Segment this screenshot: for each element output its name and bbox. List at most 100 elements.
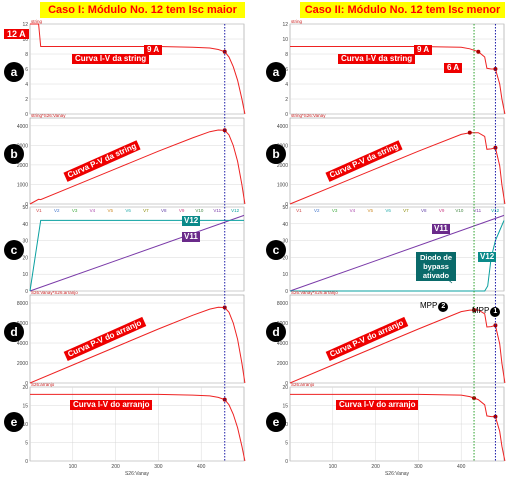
ytick-left-c-5: 50 [22,205,28,211]
xtick-left-e-3: 400 [197,464,206,470]
title-case-2: Caso II: Módulo No. 12 tem Isc menor [300,2,505,18]
series-v12-left-c [29,219,244,292]
mpp-2-text: MPP [420,301,438,310]
ytick-right-b-0: 0 [285,202,288,208]
ytick-left-d-3: 6000 [17,321,28,327]
xtick-left-e-2: 300 [154,464,163,470]
xlabel-left-e: S26:Vanay [125,471,150,477]
ytick-left-a-0: 0 [25,112,28,118]
vlabel-left-c-1: V2 [54,208,60,213]
ytick-left-b-2: 2000 [17,163,28,169]
series-v11-left-c [29,214,245,292]
marker-right-e-0 [472,396,477,401]
curve-title-left-e: Curva I-V do arranjo [70,400,153,410]
vlabel-right-c-0: V1 [296,208,302,213]
axis-label-left-d: S26:Vanay*S26:arranjo [31,290,78,295]
ytick-right-a-6: 12 [282,22,288,28]
xtick-right-e-0: 100 [329,464,338,470]
ytick-right-d-4: 8000 [277,301,288,307]
tag-right-6a: 6 A [444,63,463,73]
panel-label-right-a: a [266,62,286,82]
ytick-left-c-0: 0 [25,289,28,295]
mpp-2-label: MPP 2 [420,301,449,312]
ytick-left-b-3: 3000 [17,143,28,149]
xlabel-right-e: S26:Vanay [385,471,410,477]
marker-right-a-0 [476,49,481,54]
ytick-right-b-2: 2000 [277,163,288,169]
vlabel-left-c-9: V10 [195,208,204,213]
vlabel-right-c-7: V8 [421,208,427,213]
vlabel-right-c-5: V6 [385,208,391,213]
curve-title-right-a: Curva I-V da string [338,54,416,64]
ytick-left-d-4: 8000 [17,301,28,307]
ytick-right-a-1: 2 [285,97,288,103]
curve-title-left-a: Curva I-V da string [72,54,150,64]
tag-right-9a: 9 A [414,45,433,55]
ytick-left-a-1: 2 [25,97,28,103]
axis-label-left-a: string [31,19,43,24]
marker-right-b-0 [467,130,472,135]
tag-left-v12: V12 [182,216,201,226]
ytick-right-a-2: 4 [285,82,288,88]
ytick-left-e-2: 10 [22,422,28,428]
ytick-right-b-4: 4000 [277,124,288,130]
curve-right-b [289,132,506,205]
ytick-left-d-1: 2000 [17,361,28,367]
mpp-1-number: 1 [490,307,501,317]
curve-left-e [30,393,246,462]
plot-frame-left-c [29,206,245,292]
vlabel-right-c-8: V9 [439,208,445,213]
panel-label-right-e: e [266,412,286,432]
ytick-left-e-4: 20 [22,385,28,391]
ytick-right-c-5: 50 [282,205,288,211]
mpp-2-number: 2 [438,302,449,312]
panel-label-left-e: e [4,412,24,432]
curve-left-a [30,23,246,115]
vlabel-left-c-5: V6 [125,208,131,213]
curve-title-right-e: Curva I-V do arranjo [336,400,419,410]
vlabel-left-c-11: V12 [231,208,240,213]
ytick-right-a-3: 6 [285,67,288,73]
axis-label-right-a: string [291,19,303,24]
vlabel-left-c-4: V5 [107,208,113,213]
axis-label-right-d: S26:Vanay*S26:arranjo [291,290,338,295]
vlabel-left-c-0: V1 [36,208,42,213]
panel-label-left-a: a [4,62,24,82]
ytick-left-e-0: 0 [25,459,28,465]
plot-frame-right-c [289,206,505,292]
ytick-left-a-5: 10 [22,37,28,43]
ytick-left-e-1: 5 [25,441,28,447]
vlabel-right-c-3: V4 [350,208,356,213]
vlabel-right-c-6: V7 [403,208,409,213]
panel-label-right-c: c [266,240,286,260]
tag-left-9a: 9 A [144,45,163,55]
ytick-right-d-1: 2000 [277,361,288,367]
ytick-left-e-3: 15 [22,404,28,410]
curve-left-d [29,306,246,384]
ytick-left-d-0: 0 [25,381,28,387]
xtick-left-e-1: 200 [111,464,120,470]
panel-label-left-c: c [4,240,24,260]
series-v11-right-c [289,214,505,292]
vlabel-left-c-7: V8 [161,208,167,213]
ytick-left-c-2: 20 [22,255,28,261]
ytick-right-a-0: 0 [285,112,288,118]
axis-label-left-b: string*S26:Vanay [31,113,66,118]
vlabel-left-c-2: V3 [72,208,78,213]
ytick-right-d-0: 0 [285,381,288,387]
vlabel-left-c-10: V11 [213,208,221,213]
vlabel-left-c-3: V4 [90,208,96,213]
diodo-bypass-label: Diodo de bypass ativado [416,252,456,281]
tag-right-v12: V12 [478,252,497,262]
curve-right-e [290,393,506,462]
ytick-left-b-4: 4000 [17,124,28,130]
vlabel-right-c-1: V2 [314,208,320,213]
vlabel-left-c-6: V7 [143,208,149,213]
ytick-right-e-1: 5 [285,441,288,447]
curve-right-d [289,309,506,384]
vlabel-right-c-4: V5 [367,208,373,213]
panel-label-right-b: b [266,144,286,164]
title-case-1: Caso I: Módulo No. 12 tem Isc maior [40,2,245,18]
ytick-left-b-0: 0 [25,202,28,208]
